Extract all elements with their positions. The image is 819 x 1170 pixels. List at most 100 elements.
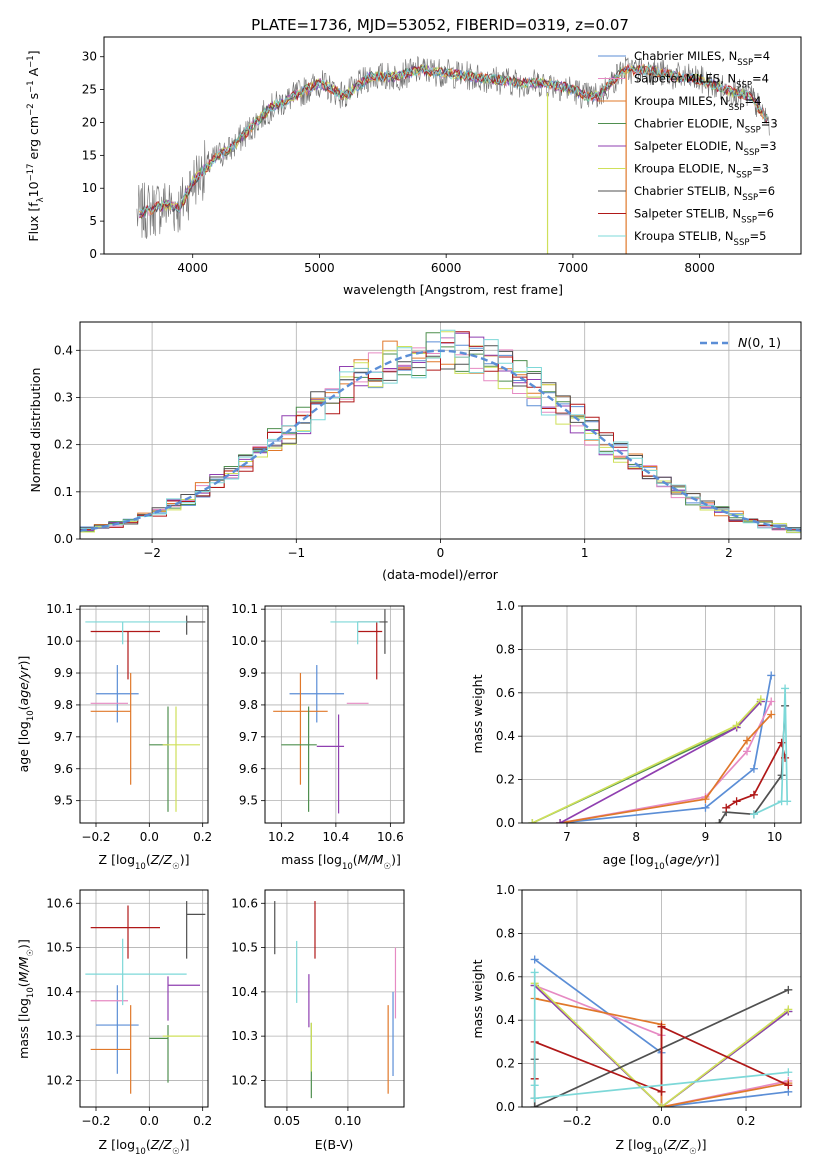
weight-marker [749,764,758,773]
axes-frame [264,889,405,1108]
weight-line [559,713,772,823]
label-part: mass [log [281,852,342,867]
weight-line [534,982,789,1107]
y-tick-label: 0.0 [54,532,73,546]
label-part: mass weight [470,674,485,753]
y-tick-label: 15 [82,148,97,162]
label-part: (data-model)/error [382,567,499,582]
y-tick-label: 0 [89,247,97,261]
axes-frame-mass_vs_ebv: 0.05 0.10 10.2 10.3 10.4 10.5 10.6 E(B-V) [231,889,405,1152]
legend-entry-gauss: N(0, 1) [738,335,781,350]
label-part: )] [180,1137,190,1152]
x-tick-label: 0.05 [274,1114,301,1128]
x-axis-label: age [log10(age/yr)] [603,852,720,872]
label-part: λ [36,197,46,202]
errorbar-chabrier_stelib [186,615,206,635]
axes-frame [79,889,209,1108]
weight-series-kroupa_stelib [530,968,793,1103]
label-part: =5 [749,229,766,243]
y-tick-label: 10 [82,181,97,195]
label-part: Flux [f [26,202,41,242]
label-part: Chabrier STELIB, N [634,184,742,198]
x-axis-label: wavelength [Angstrom, rest frame] [343,282,563,297]
label-part: SSP [745,126,761,136]
x-axis-label: Z [log10(Z/Z☉)] [616,1137,707,1157]
residual-hist-kroupa_stelib [80,329,801,529]
x-tick-label: 0.2 [193,830,212,844]
x-tick-label: 8000 [684,261,715,275]
label-part: age [log [16,721,31,772]
errorbar-salpeter_elodie [316,714,345,814]
weight-marker [556,819,565,823]
label-part: =4 [752,72,769,86]
label-part: N [738,335,748,350]
label-part: ] [26,50,41,55]
errorbar-chabrier_miles [96,985,139,1074]
y-tick-label: 9.5 [54,794,73,808]
label-part: =3 [760,139,777,153]
x-tick-label: −0.2 [81,1114,110,1128]
label-part: ( [353,852,358,867]
label-part: −1 [26,80,36,93]
y-tick-label: 9.5 [239,794,258,808]
weight-line [560,675,773,823]
weight-marker [784,1081,793,1090]
axes-frame-mass_vs_Z: −0.2 0.0 0.210.210.310.410.510.6Z [log10(Z… [16,889,212,1157]
label-part: 10 [26,181,41,197]
label-part: Salpeter MILES, N [634,72,736,86]
plot-area-mass_vs_Z [85,901,206,1094]
y-tick-label: 9.7 [54,730,73,744]
legend-entry-chabrier_elodie: Chabrier ELODIE, NSSP=3 [634,117,778,136]
x-tick-label: −0.2 [562,1114,591,1128]
plot-area-age_vs_Z [85,615,206,812]
gaussian-curve [80,349,801,532]
weight-marker [777,738,786,747]
x-tick-label: 0.0 [140,830,159,844]
y-tick-label: 9.9 [54,666,73,680]
errorbar-kroupa_stelib [85,938,187,1006]
label-part: SSP [741,216,757,226]
errorbar-chabrier_miles [96,665,139,723]
y-tick-label: 0.4 [496,729,515,743]
x-tick-label: 0.0 [140,1114,159,1128]
x-tick-label: 10 [767,830,782,844]
axes-frame-age_vs_mass: 10.2 10.4 10.6 9.5 9.6 9.7 9.8 9.9 10.0 10.1 mass … [231,602,405,872]
label-part: ☉ [689,1147,697,1157]
weight-marker [732,797,741,806]
errorbar-kroupa_miles [90,673,132,785]
weight-line [533,972,789,1100]
x-axis-label: Z [log10(Z/Z☉)] [99,1137,190,1157]
legend-entry-chabrier_stelib: Chabrier STELIB, NSSP=6 [634,184,775,203]
weight-marker [767,710,776,719]
errorbar-chabrier_elodie [149,1025,169,1083]
label-part: s [26,93,41,104]
x-axis-label: mass [log10(M/M☉)] [281,852,401,872]
x-tick-label: 10.6 [377,830,404,844]
y-axis-label: mass weight [470,959,485,1038]
label-part: wavelength [Angstrom, rest frame] [343,282,563,297]
weight-marker [784,1005,793,1014]
label-part: ( [16,705,31,710]
label-part: ☉ [383,862,391,872]
label-part: SSP [744,148,760,158]
axes-frame-age_vs_Z: −0.2 0.0 0.29.59.69.79.89.910.010.1Z [log1… [16,602,212,872]
y-tick-label: 10.6 [231,896,258,910]
errorbar-kroupa_miles [90,1005,132,1094]
errorbar-kroupa_elodie [162,706,200,812]
x-tick-label: −0.2 [81,830,110,844]
errorbar-salpeter_stelib [90,630,160,680]
weight-marker [767,697,776,706]
errorbar-chabrier_miles [289,665,345,723]
label-part: (0, 1) [747,335,781,350]
label-part: SSP [736,81,752,91]
plot-area-residuals [80,329,801,534]
errorbar-kroupa_stelib [85,621,187,645]
y-tick-label: 9.6 [239,762,258,776]
axes-frame [264,605,405,824]
label-part: Z/Z [150,852,173,867]
y-tick-label: 0.2 [496,1057,515,1071]
y-tick-label: 10.4 [231,985,258,999]
x-tick-label: −1 [287,546,305,560]
